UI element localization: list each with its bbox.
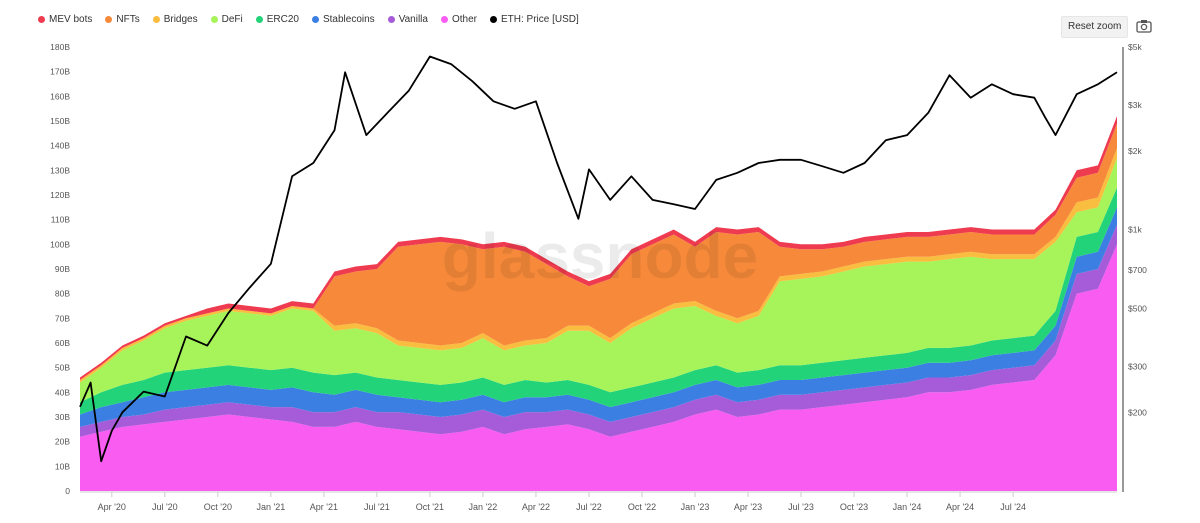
y-tick-label: 10B: [55, 461, 70, 471]
watermark: glassnode: [442, 220, 759, 292]
x-tick-label: Oct '20: [204, 502, 232, 512]
legend-dot-icon: [255, 16, 263, 23]
y-tick-label: 110B: [51, 215, 71, 225]
y-tick-label: 70B: [55, 313, 70, 323]
legend-item[interactable]: Vanilla: [387, 14, 428, 25]
legend-label: Stablecoins: [322, 14, 375, 25]
x-tick-label: Apr '23: [734, 502, 762, 512]
area-bridges: [80, 148, 1117, 383]
x-tick-label: Jul '22: [576, 502, 602, 512]
legend-item[interactable]: ETH: Price [USD]: [489, 14, 579, 25]
legend-item[interactable]: Stablecoins: [311, 14, 375, 25]
legend-item[interactable]: Bridges: [152, 14, 198, 25]
legend-dot-icon: [311, 16, 319, 23]
area-stablecoins: [80, 207, 1117, 427]
y-tick-label: 30B: [55, 412, 70, 422]
y-right-tick-label: $5k: [1128, 42, 1142, 52]
legend-label: Bridges: [163, 14, 198, 25]
y-right-tick-label: $300: [1128, 361, 1147, 371]
eth-price-line: [79, 55, 1118, 463]
y-right-tick-label: $500: [1128, 303, 1147, 313]
x-tick-label: Oct '23: [840, 502, 868, 512]
x-tick-label: Jul '24: [1000, 502, 1026, 512]
legend-dot-icon: [210, 16, 218, 23]
y-right-tick-label: $200: [1128, 407, 1147, 417]
legend-label: Other: [451, 14, 477, 25]
x-tick-label: Jul '20: [152, 502, 178, 512]
x-tick-label: Apr '20: [98, 502, 126, 512]
y-right-tick-label: $2k: [1128, 146, 1142, 156]
y-tick-label: 140B: [50, 141, 70, 151]
y-right-tick-label: $700: [1128, 265, 1147, 275]
y-tick-label: 40B: [55, 387, 70, 397]
legend-item[interactable]: NFTs: [105, 14, 140, 25]
legend-label: DeFi: [221, 14, 243, 25]
y-right-tick-label: $1k: [1128, 225, 1142, 235]
y-tick-label: 100B: [50, 239, 70, 249]
y-tick-label: 90B: [55, 264, 70, 274]
legend-label: MEV bots: [49, 14, 93, 25]
legend-label: NFTs: [116, 14, 140, 25]
legend-item[interactable]: DeFi: [210, 14, 243, 25]
x-tick-label: Apr '22: [522, 502, 550, 512]
legend-label: ERC20: [266, 14, 299, 25]
y-tick-label: 180B: [50, 42, 70, 52]
camera-icon[interactable]: [1136, 19, 1152, 33]
x-tick-label: Jan '21: [256, 502, 285, 512]
y-tick-label: 120B: [50, 190, 70, 200]
y-tick-label: 60B: [55, 338, 70, 348]
x-tick-label: Jan '23: [681, 502, 710, 512]
x-tick-label: Apr '21: [310, 502, 338, 512]
y-tick-label: 50B: [55, 363, 70, 373]
legend-dot-icon: [152, 16, 160, 23]
x-tick-label: Oct '22: [628, 502, 656, 512]
legend-item[interactable]: MEV bots: [38, 14, 92, 25]
y-tick-label: 0: [65, 486, 70, 496]
area-vanilla: [80, 224, 1117, 437]
area-nfts: [80, 123, 1117, 380]
legend-dot-icon: [38, 16, 45, 23]
reset-zoom-button[interactable]: Reset zoom: [1061, 16, 1129, 38]
legend-label: ETH: Price [USD]: [500, 14, 579, 25]
legend-dot-icon: [387, 16, 395, 23]
x-tick-label: Apr '24: [946, 502, 974, 512]
y-tick-label: 150B: [50, 116, 70, 126]
legend-item[interactable]: ERC20: [255, 14, 299, 25]
legend-dot-icon: [440, 16, 448, 23]
y-right-tick-label: $3k: [1128, 100, 1142, 110]
y-tick-label: 160B: [50, 91, 70, 101]
area-defi: [80, 158, 1117, 403]
x-tick-label: Jul '21: [364, 502, 390, 512]
x-tick-label: Jul '23: [788, 502, 814, 512]
y-tick-label: 80B: [55, 289, 70, 299]
y-tick-label: 170B: [50, 67, 70, 77]
legend-dot-icon: [489, 16, 497, 23]
x-tick-label: Jan '22: [469, 502, 498, 512]
y-tick-label: 20B: [55, 437, 70, 447]
legend-dot-icon: [105, 16, 113, 23]
area-other: [80, 244, 1117, 491]
chart-legend: MEV bots NFTs Bridges DeFi ERC20 Stablecoins V…: [38, 14, 579, 25]
x-tick-label: Jan '24: [893, 502, 922, 512]
y-tick-label: 130B: [50, 165, 70, 175]
legend-label: Vanilla: [398, 14, 428, 25]
legend-item[interactable]: Other: [440, 14, 477, 25]
x-tick-label: Oct '21: [416, 502, 444, 512]
